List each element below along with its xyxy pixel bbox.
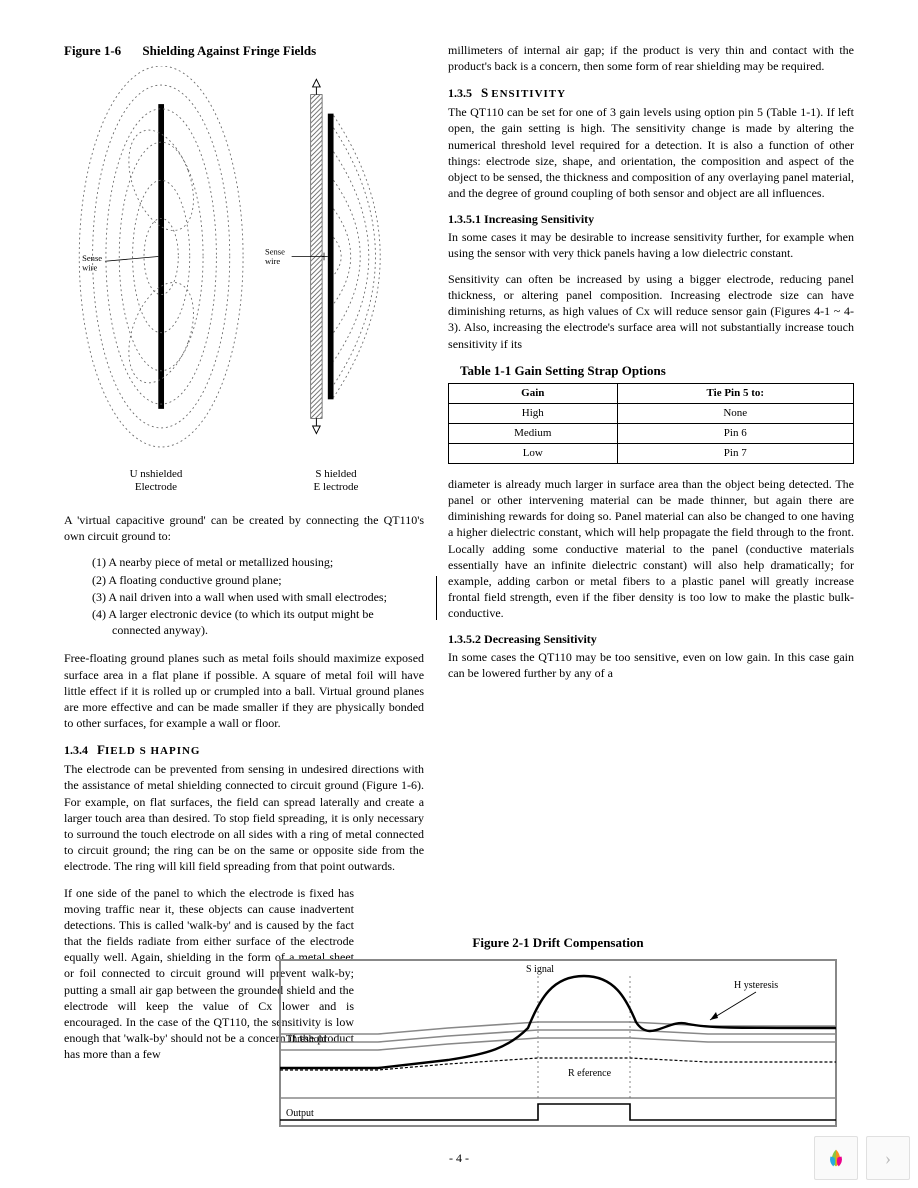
- table-cell: None: [617, 404, 853, 424]
- paragraph: diameter is already much larger in surfa…: [448, 476, 854, 622]
- subsection-1-3-5-1-heading: 1.3.5.1 Increasing Sensitivity: [448, 211, 854, 227]
- section-1-3-5-heading: 1.3.5 S ENSITIVITY: [448, 84, 854, 102]
- table-row: High None: [449, 404, 854, 424]
- list-item: (1) A nearby piece of metal or metallize…: [92, 554, 424, 570]
- table-cell: Medium: [449, 424, 618, 444]
- heading-rest: ENSITIVITY: [491, 88, 566, 100]
- svg-text:Sense: Sense: [265, 246, 285, 256]
- svg-text:wire: wire: [265, 256, 280, 266]
- figure-2-1-title: Figure 2-1 Drift Compensation: [278, 934, 838, 952]
- table-cell: Low: [449, 443, 618, 463]
- yii-logo-icon[interactable]: [814, 1136, 858, 1180]
- svg-text:R eference: R eference: [568, 1068, 612, 1079]
- svg-text:wire: wire: [82, 262, 97, 272]
- page-number: - 4 -: [0, 1150, 918, 1166]
- figure-caption: Shielding Against Fringe Fields: [142, 43, 316, 58]
- heading-rest: IELD S HAPING: [105, 745, 201, 757]
- column-divider: [436, 576, 437, 620]
- heading-first-letter: F: [97, 742, 105, 757]
- table-header: Gain: [449, 384, 618, 404]
- figure-1-6-diagram: Sense wire: [64, 66, 424, 466]
- list-item: (4) A larger electronic device (to which…: [92, 606, 424, 638]
- subsection-1-3-5-2-heading: 1.3.5.2 Decreasing Sensitivity: [448, 631, 854, 647]
- table-cell: High: [449, 404, 618, 424]
- table-row: Medium Pin 6: [449, 424, 854, 444]
- figure-2-1-diagram: Output R eference Threshold S ignal H: [278, 958, 838, 1128]
- figure-number: Figure 1-6: [64, 43, 121, 58]
- paragraph: A 'virtual capacitive ground' can be cre…: [64, 512, 424, 544]
- svg-text:Output: Output: [286, 1108, 314, 1119]
- figure-1-6-labels: U nshielded Electrode S hielded E lectro…: [64, 468, 424, 494]
- table-header: Tie Pin 5 to:: [617, 384, 853, 404]
- table-cell: Pin 6: [617, 424, 853, 444]
- table-cell: Pin 7: [617, 443, 853, 463]
- svg-text:S ignal: S ignal: [526, 964, 554, 975]
- electrode-label: Electrode: [135, 481, 177, 493]
- paragraph: The electrode can be prevented from sens…: [64, 761, 424, 874]
- next-page-button[interactable]: ›: [866, 1136, 910, 1180]
- paragraph: Free-floating ground planes such as meta…: [64, 650, 424, 731]
- table-1-1-title: Table 1-1 Gain Setting Strap Options: [460, 362, 854, 380]
- paragraph: In some cases the QT110 may be too sensi…: [448, 649, 854, 681]
- heading-first-letter: S: [481, 85, 488, 100]
- paragraph: In some cases it may be desirable to inc…: [448, 229, 854, 261]
- figure-1-6-title: Figure 1-6 Shielding Against Fringe Fiel…: [64, 42, 424, 60]
- gain-setting-table: Gain Tie Pin 5 to: High None Medium Pin …: [448, 383, 854, 463]
- section-1-3-4-heading: 1.3.4 FIELD S HAPING: [64, 741, 424, 759]
- list-item: (3) A nail driven into a wall when used …: [92, 589, 424, 605]
- svg-text:Threshold: Threshold: [286, 1034, 327, 1045]
- section-number: 1.3.4: [64, 743, 88, 757]
- unshielded-label: U nshielded: [130, 468, 183, 480]
- chevron-right-icon: ›: [885, 1146, 891, 1170]
- svg-text:H ysteresis: H ysteresis: [734, 980, 778, 991]
- list-item: (2) A floating conductive ground plane;: [92, 572, 424, 588]
- paragraph: The QT110 can be set for one of 3 gain l…: [448, 104, 854, 201]
- paragraph: Sensitivity can often be increased by us…: [448, 271, 854, 352]
- paragraph: millimeters of internal air gap; if the …: [448, 42, 854, 74]
- shielded-label: S hielded: [315, 468, 356, 480]
- table-row: Low Pin 7: [449, 443, 854, 463]
- section-number: 1.3.5: [448, 86, 472, 100]
- electrode-label-2: E lectrode: [314, 481, 359, 493]
- ground-options-list: (1) A nearby piece of metal or metallize…: [92, 554, 424, 638]
